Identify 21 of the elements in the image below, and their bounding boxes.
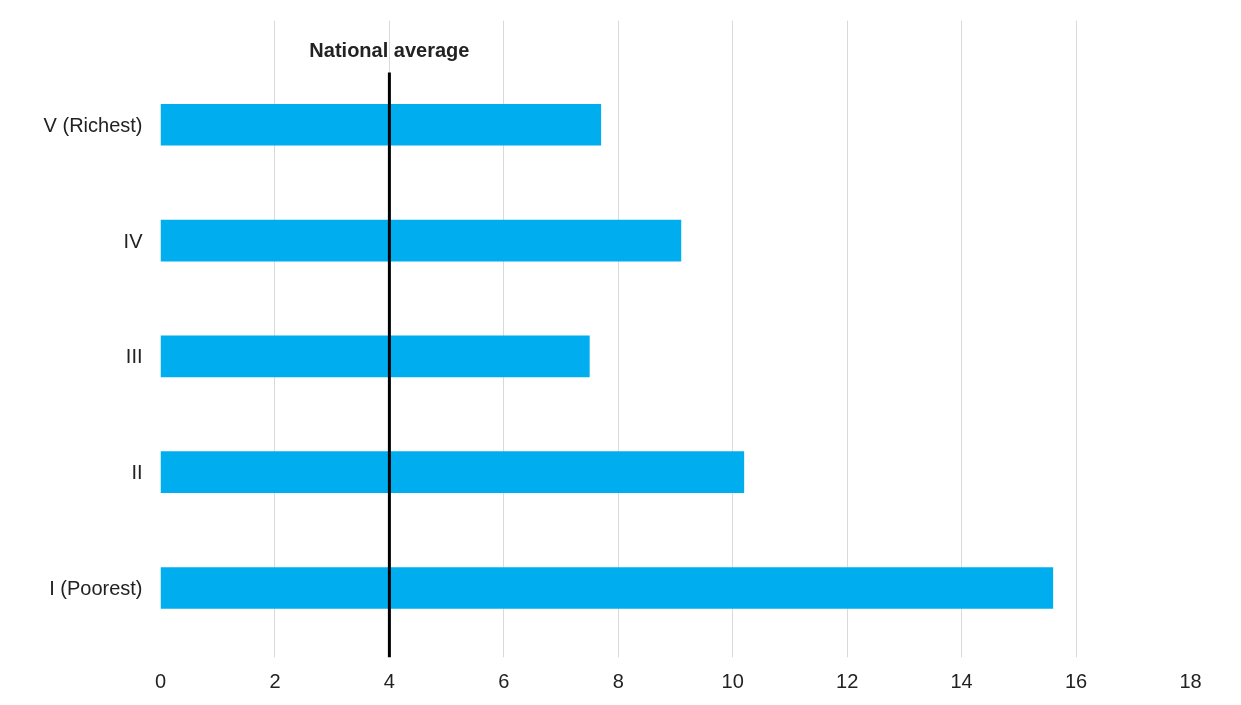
- y-tick-label: II: [131, 461, 143, 484]
- bar: [160, 335, 590, 378]
- x-tick-label: 16: [1064, 669, 1088, 692]
- x-tick-label: 8: [612, 669, 624, 692]
- bar: [160, 219, 682, 262]
- x-tick-label: 18: [1179, 669, 1202, 692]
- y-tick-label: I (Poorest): [49, 577, 143, 600]
- ref-line-label: National average: [309, 39, 470, 62]
- x-tick-label: 0: [154, 669, 167, 692]
- x-tick-label: 14: [950, 669, 973, 692]
- y-tick-label: IV: [123, 229, 144, 252]
- bar: [160, 103, 602, 146]
- x-tick-label: 6: [498, 669, 510, 692]
- x-tick-label: 4: [383, 669, 395, 692]
- y-tick-label: III: [125, 345, 143, 368]
- y-tick-label: V (Richest): [43, 113, 143, 136]
- bar: [160, 567, 1054, 609]
- x-tick-label: 10: [721, 669, 744, 692]
- x-tick-label: 12: [836, 669, 859, 692]
- x-tick-label: 2: [269, 669, 281, 692]
- bar: [160, 451, 745, 494]
